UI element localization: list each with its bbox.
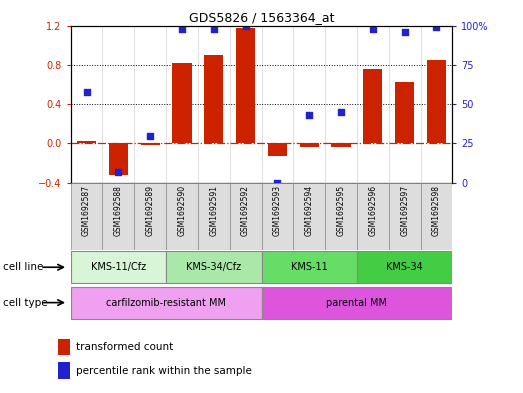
- Text: parental MM: parental MM: [326, 298, 388, 308]
- Text: GSM1692588: GSM1692588: [114, 185, 123, 236]
- Bar: [109, 143, 128, 175]
- Text: KMS-34/Cfz: KMS-34/Cfz: [186, 262, 241, 272]
- Text: GSM1692593: GSM1692593: [273, 185, 282, 236]
- Point: [146, 132, 154, 139]
- Text: transformed count: transformed count: [76, 342, 174, 352]
- Text: KMS-11/Cfz: KMS-11/Cfz: [91, 262, 146, 272]
- Point: [82, 88, 90, 95]
- Point: [273, 180, 281, 186]
- Bar: [420, 183, 452, 250]
- Bar: [77, 141, 96, 143]
- Bar: [58, 362, 70, 379]
- Point: [178, 26, 186, 32]
- Bar: [395, 81, 414, 143]
- Text: GSM1692598: GSM1692598: [432, 185, 441, 236]
- Text: cell type: cell type: [3, 298, 47, 308]
- Point: [401, 29, 409, 35]
- Text: GSM1692590: GSM1692590: [177, 185, 187, 236]
- Bar: [134, 183, 166, 250]
- Bar: [363, 69, 382, 143]
- Bar: [262, 287, 452, 318]
- Bar: [300, 143, 319, 147]
- Bar: [71, 183, 103, 250]
- Text: GSM1692594: GSM1692594: [305, 185, 314, 236]
- Text: GSM1692595: GSM1692595: [336, 185, 346, 236]
- Text: cell line: cell line: [3, 262, 43, 272]
- Text: carfilzomib-resistant MM: carfilzomib-resistant MM: [106, 298, 226, 308]
- Bar: [389, 183, 420, 250]
- Bar: [166, 252, 262, 283]
- Bar: [325, 183, 357, 250]
- Bar: [166, 183, 198, 250]
- Text: percentile rank within the sample: percentile rank within the sample: [76, 366, 252, 376]
- Point: [433, 24, 441, 30]
- Point: [369, 26, 377, 32]
- Bar: [357, 252, 452, 283]
- Point: [242, 22, 250, 29]
- Bar: [357, 183, 389, 250]
- Text: GSM1692589: GSM1692589: [145, 185, 155, 236]
- Bar: [268, 143, 287, 156]
- Point: [337, 109, 345, 115]
- Text: KMS-11: KMS-11: [291, 262, 327, 272]
- Point: [210, 26, 218, 32]
- Bar: [103, 183, 134, 250]
- Point: [114, 169, 122, 175]
- Bar: [262, 183, 293, 250]
- Bar: [236, 28, 255, 143]
- Text: GSM1692592: GSM1692592: [241, 185, 250, 236]
- Text: GSM1692587: GSM1692587: [82, 185, 91, 236]
- Text: GSM1692597: GSM1692597: [400, 185, 409, 236]
- Bar: [230, 183, 262, 250]
- Title: GDS5826 / 1563364_at: GDS5826 / 1563364_at: [189, 11, 334, 24]
- Bar: [427, 60, 446, 143]
- Bar: [173, 63, 191, 143]
- Bar: [71, 287, 262, 318]
- Text: KMS-34: KMS-34: [386, 262, 423, 272]
- Bar: [58, 339, 70, 355]
- Bar: [141, 143, 160, 145]
- Point: [305, 112, 313, 118]
- Bar: [71, 252, 166, 283]
- Bar: [204, 55, 223, 143]
- Bar: [262, 252, 357, 283]
- Text: GSM1692596: GSM1692596: [368, 185, 378, 236]
- Text: GSM1692591: GSM1692591: [209, 185, 218, 236]
- Bar: [198, 183, 230, 250]
- Bar: [293, 183, 325, 250]
- Bar: [332, 143, 350, 147]
